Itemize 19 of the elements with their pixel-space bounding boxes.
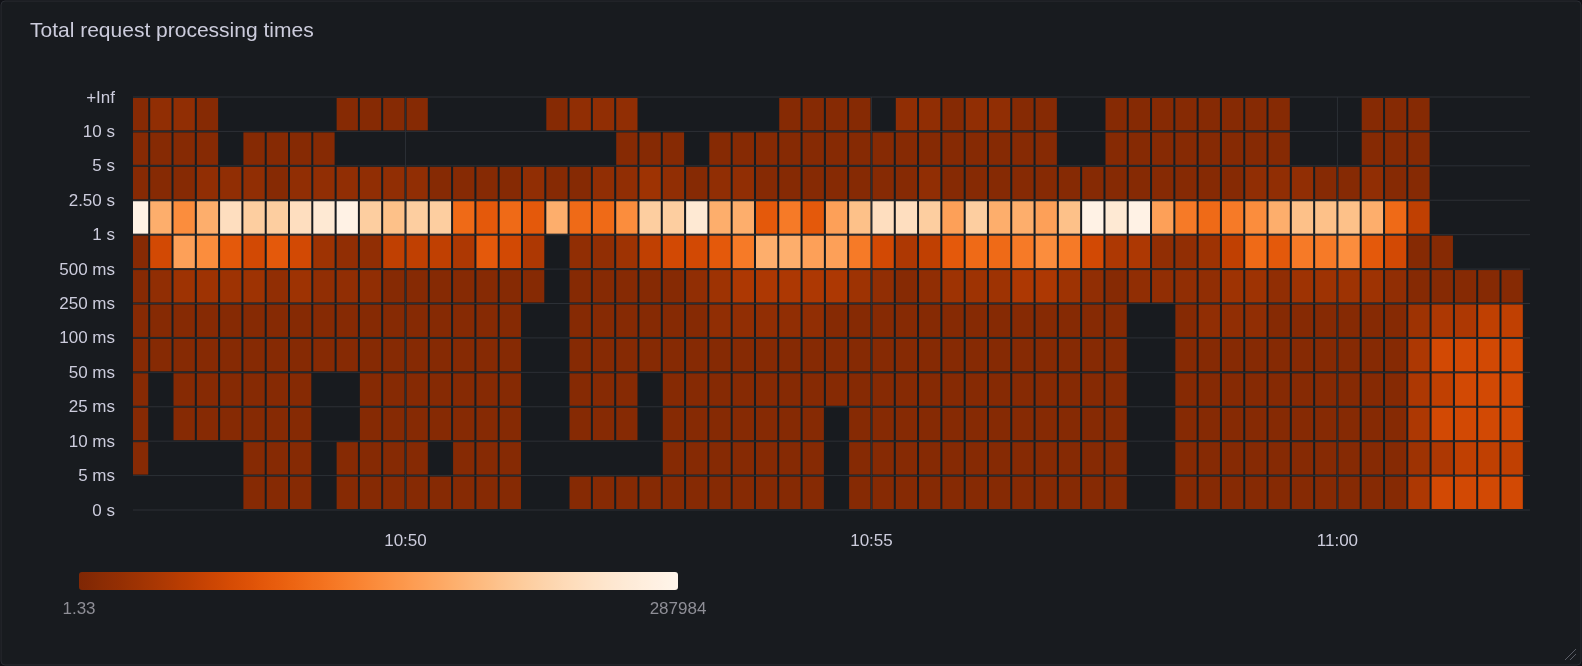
y-tick-label: 1 s <box>92 225 115 245</box>
y-tick-label: 25 ms <box>68 397 115 417</box>
y-tick-label: +Inf <box>86 87 116 107</box>
y-tick-label: 10 ms <box>68 431 115 451</box>
chart-title: Total request processing times <box>30 18 314 41</box>
color-bar-label: 287984 <box>649 598 707 618</box>
y-tick-label: 2.50 s <box>68 190 115 210</box>
x-tick-label: 10:50 <box>384 530 427 550</box>
text: 0 s <box>92 500 115 520</box>
y-tick-label: 5 s <box>92 156 115 176</box>
x-tick-label: 11:00 <box>1316 530 1359 550</box>
y-tick-label: 50 ms <box>68 362 115 382</box>
color-bar-label: 1.33 <box>62 598 96 618</box>
y-tick-label: 5 ms <box>78 466 115 486</box>
y-tick-label: 500 ms <box>59 259 115 279</box>
y-tick-label: 10 s <box>82 121 115 141</box>
y-tick-label: 250 ms <box>59 294 115 313</box>
y-tick-label: 100 ms <box>59 328 115 348</box>
x-tick-label: 10:55 <box>850 530 893 550</box>
